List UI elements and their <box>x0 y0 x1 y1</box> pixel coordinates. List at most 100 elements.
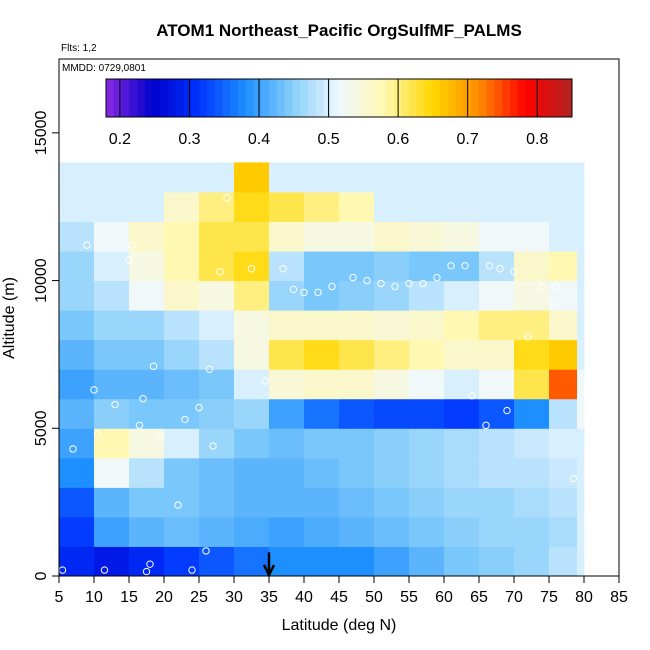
colorbar-segment <box>160 79 169 117</box>
heatmap-cell <box>339 191 375 222</box>
heatmap-cell <box>339 310 375 341</box>
colorbar-segment <box>199 79 208 117</box>
heatmap-cell <box>199 280 235 311</box>
heatmap-cell <box>304 251 340 282</box>
heatmap-cell <box>59 280 95 311</box>
heatmap-cell <box>164 191 200 222</box>
dates-label: MMDD: 0729,0801 <box>62 63 146 74</box>
colorbar-segment <box>362 79 371 117</box>
sample-point <box>405 279 413 288</box>
sample-point <box>125 256 133 264</box>
heatmap-cell <box>129 162 165 193</box>
heatmap-cell <box>339 251 375 282</box>
y-axis: 0 5000 10000 15000 <box>33 111 60 580</box>
heatmap-cell <box>304 428 340 459</box>
heatmap-cell <box>129 369 165 400</box>
colorbar-segment <box>152 79 161 117</box>
colorbar-segment <box>222 79 231 117</box>
heatmap-cell <box>409 546 445 577</box>
heatmap-cell <box>129 516 165 547</box>
heatmap-cell <box>304 162 340 193</box>
heatmap-cell <box>409 398 445 429</box>
sample-point <box>142 567 151 576</box>
heatmap-cell <box>409 339 445 370</box>
heatmap-cell <box>444 191 480 222</box>
heatmap-cell <box>94 546 130 577</box>
heatmap-cell <box>374 310 410 341</box>
colorbar-segment <box>401 79 410 117</box>
colorbar-segment <box>393 79 402 117</box>
heatmap-cell <box>514 428 550 459</box>
heatmap-cell <box>59 398 95 429</box>
sample-point <box>328 282 336 291</box>
heatmap-cell <box>577 369 585 400</box>
colorbar-segment <box>129 79 138 117</box>
x-tick-label: 10 <box>85 589 103 606</box>
heatmap-cell <box>577 457 585 488</box>
x-tick-label: 20 <box>155 589 173 606</box>
heatmap-cell <box>374 191 410 222</box>
colorbar-tick-label: 0.8 <box>526 131 548 148</box>
heatmap-cell <box>129 310 165 341</box>
colorbar-segment <box>447 79 456 117</box>
heatmap-cell <box>444 487 480 518</box>
heatmap-cell <box>234 369 270 400</box>
colorbar-segment <box>548 79 557 117</box>
colorbar-segment <box>370 79 379 117</box>
heatmap-cell <box>409 369 445 400</box>
heatmap-cell <box>164 310 200 341</box>
heatmap-cell <box>59 162 95 193</box>
heatmap-cell <box>94 369 130 400</box>
heatmap-cell <box>269 280 305 311</box>
heatmap-cell <box>514 339 550 370</box>
heatmap-cell <box>514 369 550 400</box>
sample-point <box>247 265 256 273</box>
heatmap-cell <box>199 546 235 577</box>
colorbar-segment <box>339 79 348 117</box>
heatmap-cell <box>234 339 270 370</box>
heatmap-cell <box>304 221 340 252</box>
heatmap-cell <box>234 516 270 547</box>
heatmap-cell <box>59 487 95 518</box>
heatmap-cell <box>374 369 410 400</box>
sample-point <box>83 241 91 249</box>
heatmap-cell <box>234 428 270 459</box>
heatmap-cell <box>304 546 340 577</box>
colorbar-segment <box>168 79 177 117</box>
heatmap-cell <box>94 339 130 370</box>
heatmap-cell <box>374 546 410 577</box>
colorbar-tick-label: 0.6 <box>387 131 409 148</box>
x-tick-label: 5 <box>55 589 64 606</box>
colorbar-ticks: 0.2 0.3 0.4 0.5 0.6 0.7 0.8 <box>109 79 548 148</box>
heatmap-cell <box>479 369 515 400</box>
heatmap-cell <box>199 221 235 252</box>
sample-point <box>205 365 214 373</box>
colorbar-segment <box>307 79 317 117</box>
sample-point <box>482 421 490 430</box>
heatmap-cell <box>59 310 95 341</box>
heatmap-cell <box>339 457 375 488</box>
heatmap-cell <box>479 251 515 282</box>
sample-point <box>496 265 504 273</box>
heatmap-cell <box>374 428 410 459</box>
heatmap-cell <box>304 280 340 311</box>
heatmap-cell <box>234 457 270 488</box>
heatmap-cell <box>199 162 235 193</box>
heatmap-cell <box>339 280 375 311</box>
heatmap-cell <box>549 428 578 459</box>
heatmap-cell <box>304 339 340 370</box>
y-tick-label: 10000 <box>33 258 50 303</box>
colorbar-segment <box>113 79 123 117</box>
heatmap-cell <box>479 310 515 341</box>
heatmap-cell <box>199 369 235 400</box>
heatmap-cell <box>374 221 410 252</box>
heatmap-cell <box>304 369 340 400</box>
heatmap-cell <box>59 457 95 488</box>
heatmap-cell <box>444 310 480 341</box>
heatmap-cell <box>129 546 165 577</box>
sample-point <box>261 377 270 385</box>
heatmap-cell <box>269 162 305 193</box>
heatmap-cell <box>304 310 340 341</box>
heatmap-cell <box>94 280 130 311</box>
